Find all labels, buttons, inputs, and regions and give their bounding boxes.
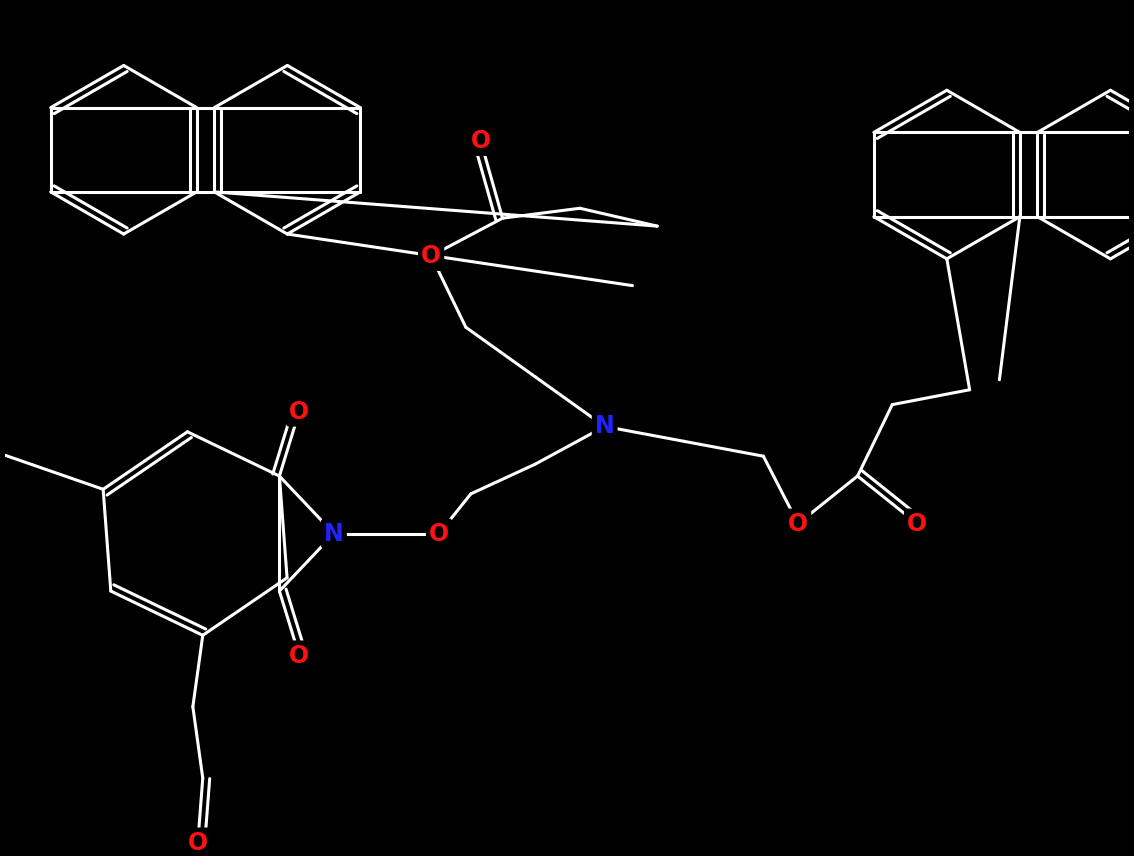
Text: O: O — [429, 521, 449, 545]
Text: O: O — [289, 400, 310, 424]
Text: N: N — [324, 521, 344, 545]
Text: N: N — [595, 414, 615, 438]
Text: O: O — [788, 512, 809, 536]
Text: O: O — [907, 512, 928, 536]
Text: O: O — [289, 644, 310, 668]
Text: O: O — [188, 830, 208, 854]
Text: O: O — [471, 128, 491, 153]
Text: O: O — [421, 244, 441, 268]
